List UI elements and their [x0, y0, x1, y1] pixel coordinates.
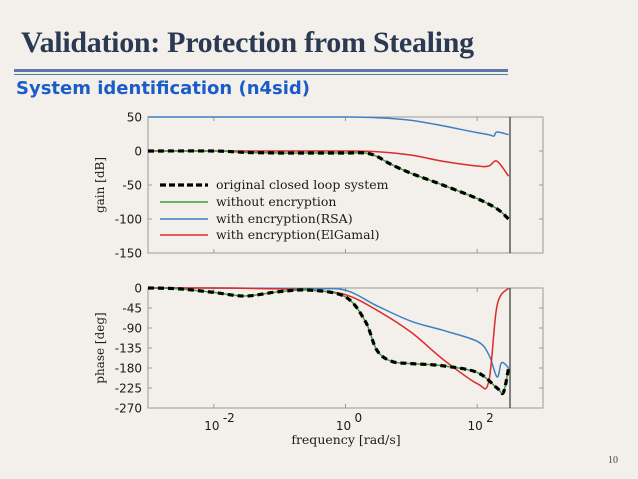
- slide-subtitle: System identification (n4sid): [16, 78, 311, 99]
- curve-original-closed-loop-system: [147, 286, 511, 396]
- curve-with-encryption-rsa-: [147, 287, 510, 378]
- x-tick-exponent: 2: [486, 411, 494, 425]
- y-tick-label: -50: [122, 179, 142, 193]
- curve-with-encryption-rsa-: [148, 116, 509, 137]
- x-tick-exponent: -2: [223, 411, 235, 425]
- phase-y-ticks: 0 -45 -90 -135 -180 -225 -270: [115, 282, 543, 416]
- legend-label-without: without encryption: [216, 194, 336, 209]
- page-number: 10: [608, 455, 618, 466]
- legend: original closed loop system without encr…: [160, 177, 389, 242]
- y-tick-label: -135: [115, 342, 142, 356]
- y-tick-label: -225: [115, 382, 142, 396]
- x-tick-label: 10: [336, 419, 351, 433]
- y-tick-label: -150: [115, 247, 142, 261]
- y-tick-label: 0: [134, 145, 142, 159]
- slide-title: Validation: Protection from Stealing: [21, 26, 474, 59]
- legend-label-rsa: with encryption(RSA): [216, 211, 353, 226]
- curve-without-encryption: [147, 287, 510, 395]
- x-tick-exponent: 0: [355, 411, 363, 425]
- y-tick-label: -180: [115, 362, 142, 376]
- x-axis-label: frequency [rad/s]: [291, 432, 400, 447]
- gain-plot: 50 0 -50 -100 -150 gain [dB] original closed…: [93, 111, 544, 261]
- y-tick-label: -45: [122, 302, 142, 316]
- y-tick-label: -100: [115, 213, 142, 227]
- y-tick-label: 0: [134, 282, 142, 296]
- phase-y-label: phase [deg]: [93, 312, 107, 383]
- title-divider: [14, 69, 508, 75]
- curve-original-closed-loop-system: [147, 149, 510, 221]
- legend-label-elgamal: with encryption(ElGamal): [216, 227, 379, 242]
- y-tick-label: -270: [115, 402, 142, 416]
- y-tick-label: -90: [122, 322, 142, 336]
- phase-curves: [147, 286, 511, 396]
- y-tick-label: 50: [127, 111, 142, 125]
- x-tick-label: 10: [204, 419, 219, 433]
- curve-with-encryption-elgamal-: [147, 287, 510, 390]
- curve-with-encryption-elgamal-: [148, 150, 510, 177]
- legend-label-original: original closed loop system: [216, 177, 389, 192]
- phase-plot-frame: [147, 287, 544, 409]
- gain-y-label: gain [dB]: [93, 157, 107, 213]
- x-tick-label: 10: [468, 419, 483, 433]
- gain-curves: [147, 116, 510, 221]
